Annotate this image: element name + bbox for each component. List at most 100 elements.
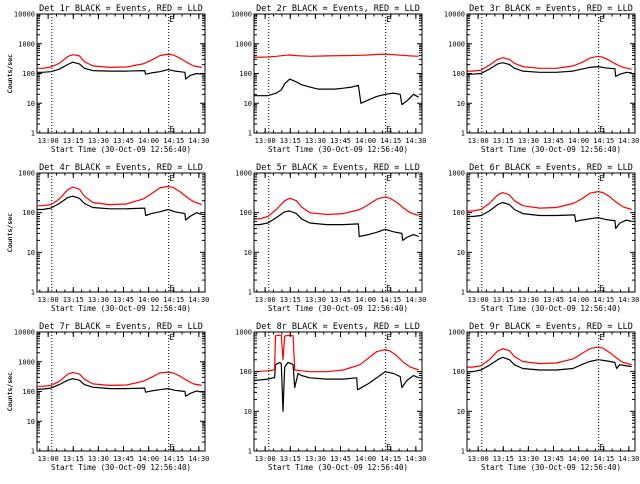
x-tick-label: 13:15 <box>493 296 514 304</box>
chart-title: Det 1r BLACK = Events, RED = LLD <box>39 4 203 14</box>
x-tick-label: 13:30 <box>88 296 109 304</box>
x-tick-label: 13:15 <box>63 137 84 145</box>
x-axis-label: Start Time (30-Oct-09 12:56:40) <box>268 145 408 154</box>
x-tick-label: 13:00 <box>468 455 489 463</box>
y-axis-label: Counts/sec <box>6 372 14 411</box>
x-tick-label: 14:15 <box>380 137 401 145</box>
x-axis-label: Start Time (30-Oct-09 12:56:40) <box>51 304 191 313</box>
chart-panel-9: Det 9r BLACK = Events, RED = LLD Counts/s… <box>6 322 639 472</box>
y-tick-label: 100 <box>239 209 252 217</box>
x-tick-label: 13:45 <box>330 137 351 145</box>
plot-frame <box>466 331 636 452</box>
y-tick-label: 10 <box>244 408 252 416</box>
series-line-lld <box>254 334 419 373</box>
chart-panel-4: Det 4r BLACK = Events, RED = LLD Counts/s… <box>6 163 209 313</box>
y-tick-label: 1000 <box>235 170 252 178</box>
x-tick-label: 14:00 <box>568 455 589 463</box>
x-axis-label: Start Time (30-Oct-09 12:56:40) <box>481 304 621 313</box>
y-tick-label: 1 <box>461 130 465 138</box>
chart-panel-6: Det 6r BLACK = Events, RED = LLD Counts/s… <box>6 163 639 313</box>
x-tick-label: 14:00 <box>355 296 376 304</box>
x-tick-label: 14:00 <box>568 296 589 304</box>
x-tick-label: 13:00 <box>255 455 276 463</box>
y-axis-label: Counts/sec <box>6 54 14 93</box>
y-tick-label: 1 <box>248 289 252 297</box>
e-marker-top: E <box>599 15 604 24</box>
series-line-lld <box>37 185 202 207</box>
y-tick-label: 1 <box>461 289 465 297</box>
plot-frame <box>36 13 206 134</box>
x-tick-label: 14:30 <box>618 137 639 145</box>
x-tick-label: 13:30 <box>305 455 326 463</box>
y-axis-label: Counts/sec <box>6 372 14 411</box>
x-tick-label: 14:00 <box>138 455 159 463</box>
e-marker-top: E <box>386 333 391 342</box>
x-tick-label: 13:00 <box>255 137 276 145</box>
x-tick-label: 13:30 <box>518 296 539 304</box>
x-tick-label: 13:30 <box>518 455 539 463</box>
chart-panel-5: Det 5r BLACK = Events, RED = LLD Counts/s… <box>6 163 426 313</box>
y-tick-label: 1 <box>461 448 465 456</box>
y-tick-label: 10000 <box>231 11 252 19</box>
y-tick-label: 1000 <box>235 329 252 337</box>
x-tick-label: 13:15 <box>280 296 301 304</box>
e-marker-bottom: E <box>169 443 174 452</box>
x-tick-label: 14:00 <box>138 296 159 304</box>
plot-frame <box>253 172 423 293</box>
y-tick-label: 10 <box>27 249 35 257</box>
x-tick-label: 14:30 <box>618 296 639 304</box>
y-tick-label: 10000 <box>14 329 35 337</box>
y-tick-label: 1000 <box>448 40 465 48</box>
chart-panel-3: Det 3r BLACK = Events, RED = LLD Counts/s… <box>6 4 639 154</box>
x-tick-label: 14:30 <box>405 137 426 145</box>
y-tick-label: 100 <box>452 368 465 376</box>
chart-panel-8: Det 8r BLACK = Events, RED = LLD Counts/s… <box>6 322 426 472</box>
series-line-events <box>467 201 632 230</box>
x-tick-label: 13:30 <box>88 137 109 145</box>
x-tick-label: 14:00 <box>355 455 376 463</box>
y-tick-label: 100 <box>239 368 252 376</box>
x-tick-label: 14:15 <box>163 296 184 304</box>
x-axis-label: Start Time (30-Oct-09 12:56:40) <box>51 463 191 472</box>
x-tick-label: 13:45 <box>543 296 564 304</box>
y-axis-label: Counts/sec <box>6 213 14 252</box>
x-tick-label: 13:00 <box>38 455 59 463</box>
x-tick-label: 13:45 <box>543 137 564 145</box>
x-tick-label: 13:15 <box>63 455 84 463</box>
chart-panel-7: Det 7r BLACK = Events, RED = LLD Counts/s… <box>6 322 209 472</box>
series-line-events <box>254 361 419 412</box>
chart-title: Det 2r BLACK = Events, RED = LLD <box>256 4 420 14</box>
x-tick-label: 14:00 <box>568 137 589 145</box>
series-line-lld <box>37 371 202 387</box>
chart-panel-2: Det 2r BLACK = Events, RED = LLD Counts/s… <box>6 4 426 154</box>
series-line-events <box>467 356 632 373</box>
e-marker-bottom: E <box>169 284 174 293</box>
y-tick-label: 1000 <box>18 170 35 178</box>
series-line-events <box>37 195 202 221</box>
series-line-lld <box>37 53 202 69</box>
x-tick-label: 13:15 <box>63 296 84 304</box>
series-line-events <box>37 378 202 397</box>
plot-frame <box>253 331 423 452</box>
chart-title: Det 6r BLACK = Events, RED = LLD <box>469 163 633 173</box>
e-marker-top: E <box>386 174 391 183</box>
x-tick-label: 13:45 <box>113 455 134 463</box>
x-tick-label: 13:15 <box>280 137 301 145</box>
plot-frame <box>466 172 636 293</box>
e-marker-top: E <box>599 333 604 342</box>
y-axis-label: Counts/sec <box>6 372 14 411</box>
x-tick-label: 13:00 <box>468 137 489 145</box>
y-tick-label: 1 <box>31 130 35 138</box>
x-tick-label: 14:00 <box>138 137 159 145</box>
y-tick-label: 1 <box>248 448 252 456</box>
x-tick-label: 13:00 <box>38 296 59 304</box>
x-tick-label: 14:30 <box>405 296 426 304</box>
x-tick-label: 13:45 <box>330 455 351 463</box>
x-tick-label: 13:00 <box>255 296 276 304</box>
plot-frame <box>253 13 423 134</box>
chart-title: Det 9r BLACK = Events, RED = LLD <box>469 322 633 332</box>
y-tick-label: 1 <box>31 289 35 297</box>
x-tick-label: 13:45 <box>330 296 351 304</box>
e-marker-bottom: E <box>386 125 391 134</box>
chart-title: Det 5r BLACK = Events, RED = LLD <box>256 163 420 173</box>
